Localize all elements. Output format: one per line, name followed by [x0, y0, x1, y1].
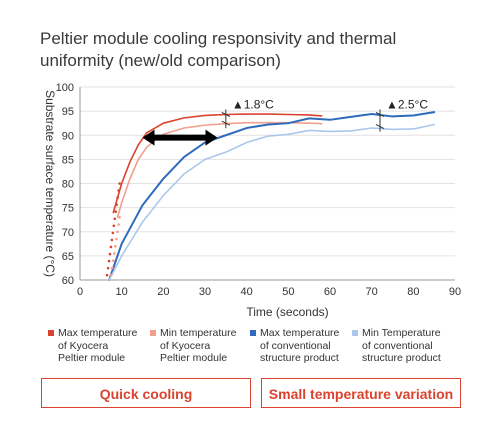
series-2-dot-7	[116, 230, 119, 234]
x-tick-label-4: 40	[241, 286, 253, 298]
series-1-dot-7	[111, 231, 115, 235]
chart-title-line-1: Peltier module cooling responsivity and …	[40, 29, 397, 48]
chart-title: Peltier module cooling responsivity and …	[40, 28, 480, 72]
legend-1-line-2: of Kyocera	[58, 339, 109, 352]
annotation-1-tick-top	[221, 112, 231, 117]
series-2-dot-4	[113, 252, 116, 255]
legend-2-line-2: of Kyocera	[160, 339, 211, 352]
x-axis-title: Time (seconds)	[246, 305, 328, 319]
legend-swatch-1	[48, 330, 54, 336]
y-tick-label-1: 65	[62, 251, 74, 263]
y-tick-label-4: 80	[62, 179, 74, 191]
series-1-dot-13	[117, 189, 120, 192]
callout-small-variation: Small temperature variation	[261, 378, 461, 408]
legend-3-line-1: Max temperature	[260, 327, 340, 339]
y-tick-label-3: 75	[62, 203, 74, 215]
series-1-dot-8	[112, 224, 116, 228]
annotation-1-label: ▲1.8°C	[232, 98, 274, 112]
y-tick-label-6: 90	[62, 130, 74, 142]
series-2-dot-6	[115, 237, 118, 241]
y-tick-label-5: 85	[62, 154, 74, 166]
x-tick-label-3: 30	[199, 286, 211, 298]
series-1-dot-3	[107, 259, 111, 263]
legend-swatch-4	[352, 330, 358, 336]
legend-2-line-3: Peltier module	[160, 352, 228, 364]
callout-quick-cooling: Quick cooling	[41, 378, 251, 408]
series-1-dot-6	[110, 238, 114, 242]
chart-title-line-2: uniformity (new/old comparison)	[40, 51, 281, 70]
series-1-dot-12	[116, 196, 119, 199]
series-1-dot-10	[114, 210, 118, 214]
arrow-head-left	[142, 129, 155, 146]
annotation-1-tick-bottom	[221, 120, 231, 126]
legend-4-line-1: Min Temperature	[362, 327, 441, 339]
annotation-2-label: ▲2.5°C	[386, 98, 428, 112]
legend-1-line-1: Max temperature	[58, 327, 138, 339]
legend-swatch-2	[150, 330, 156, 336]
series-line-4	[108, 123, 435, 281]
series-2-dot-2	[110, 266, 114, 270]
series-1-dot-5	[109, 245, 113, 249]
series-2-dot-1	[109, 273, 113, 277]
x-tick-label-5: 50	[282, 286, 294, 298]
legend-3-line-2: of conventional	[260, 339, 331, 352]
series-line-1	[112, 113, 323, 214]
y-tick-label-2: 70	[62, 227, 74, 239]
series-1-dot-1	[105, 273, 109, 277]
legend-2-line-1: Min temperature	[160, 327, 237, 339]
y-tick-label-8: 100	[56, 82, 74, 94]
y-tick-label-7: 95	[62, 106, 74, 118]
annotation-2-tick-top	[375, 112, 385, 117]
series-2-dot-9	[118, 215, 121, 219]
x-tick-label-8: 80	[407, 286, 419, 298]
legend-3-line-3: structure product	[260, 352, 339, 364]
y-axis-title: Substrate surface temperature (°C)	[43, 90, 57, 277]
x-tick-label-2: 20	[157, 286, 169, 298]
series-line-3	[108, 111, 436, 281]
series-2-dot-8	[117, 223, 120, 226]
y-tick-label-0: 60	[62, 275, 74, 287]
series-1-dot-4	[108, 252, 112, 256]
series-1-dot-9	[113, 217, 117, 221]
series-2-dot-5	[114, 244, 117, 248]
x-tick-label-6: 60	[324, 286, 336, 298]
legend-4-line-2: of conventional	[362, 339, 433, 352]
legend-1-line-3: Peltier module	[58, 352, 126, 364]
legend-swatch-3	[250, 330, 256, 336]
series-1-dot-2	[106, 266, 110, 270]
legend-4-line-3: structure product	[362, 352, 441, 364]
x-tick-label-0: 0	[77, 286, 83, 298]
series-1-dot-14	[118, 182, 121, 185]
annotation-2-tick-bottom	[375, 124, 385, 130]
arrow-head-right	[205, 129, 218, 146]
x-tick-label-9: 90	[449, 286, 461, 298]
series-1-dot-11	[115, 203, 118, 206]
x-tick-label-1: 10	[116, 286, 128, 298]
x-tick-label-7: 70	[366, 286, 378, 298]
series-2-dot-3	[112, 259, 115, 263]
